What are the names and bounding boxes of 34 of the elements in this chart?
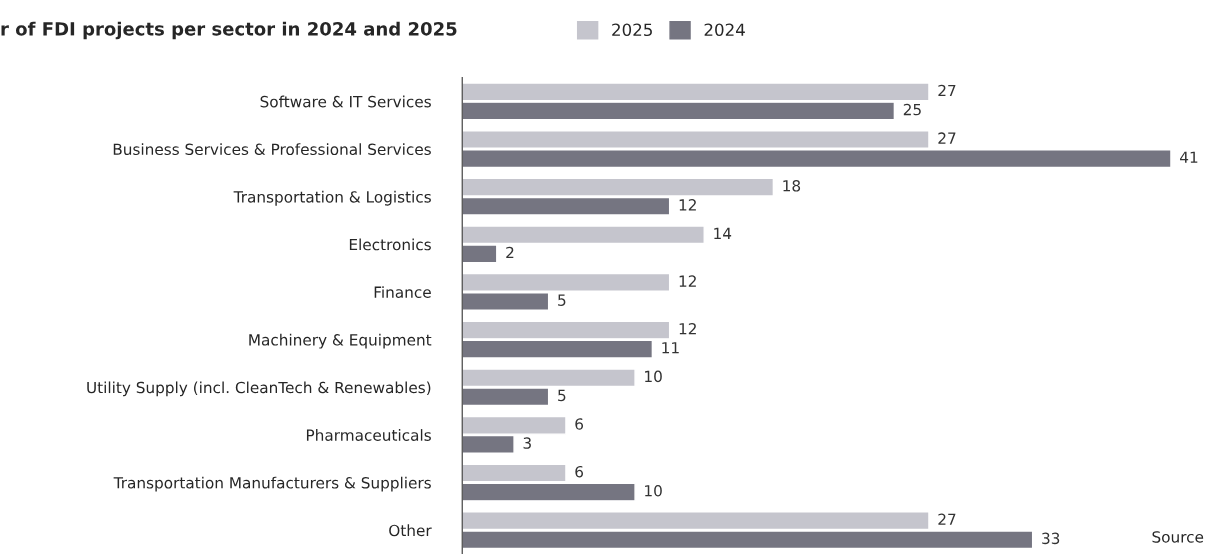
y-tick-label: Software & IT Services <box>260 95 431 108</box>
legend-label: 2024 <box>704 23 745 37</box>
data-label: 10 <box>645 370 662 383</box>
data-label: 6 <box>575 418 584 430</box>
data-label: 41 <box>1180 151 1198 163</box>
y-tick-label: Electronics <box>349 238 431 251</box>
data-label: 33 <box>1042 532 1060 545</box>
y-tick-label: Other <box>389 524 432 537</box>
y-tick-label: Pharmaceuticals <box>306 429 431 441</box>
data-label: 5 <box>558 294 566 306</box>
data-label: 5 <box>558 389 566 402</box>
y-tick-label: Machinery & Equipment <box>249 333 432 349</box>
data-label: 12 <box>679 322 696 335</box>
data-label: 14 <box>714 227 732 239</box>
y-tick-label: Utility Supply (incl. CleanTech & Renewables) <box>87 381 431 397</box>
y-tick-label: Transportation & Logistics <box>233 190 431 206</box>
data-label: 3 <box>523 437 531 449</box>
data-label: 25 <box>903 103 921 116</box>
data-label: 27 <box>938 132 956 144</box>
y-tick-label: Transportation Manufacturers & Suppliers <box>113 476 431 492</box>
annotation: Source <box>1152 531 1204 543</box>
y-tick-label: Business Services & Professional Services <box>113 143 431 156</box>
data-label: 12 <box>679 199 696 211</box>
data-label: 12 <box>679 275 696 287</box>
text: r of FDI projects per sector in 2024 and 2025 <box>1 21 457 40</box>
data-label: 27 <box>938 84 956 97</box>
legend-label: 2025 <box>612 23 652 37</box>
data-label: 11 <box>662 342 679 354</box>
data-label: 18 <box>783 180 801 192</box>
data-label: 10 <box>645 484 662 497</box>
data-label: 6 <box>575 465 584 478</box>
data-label: 2 <box>506 246 514 259</box>
data-label: 27 <box>938 513 956 525</box>
y-tick-label: Finance <box>374 286 431 298</box>
